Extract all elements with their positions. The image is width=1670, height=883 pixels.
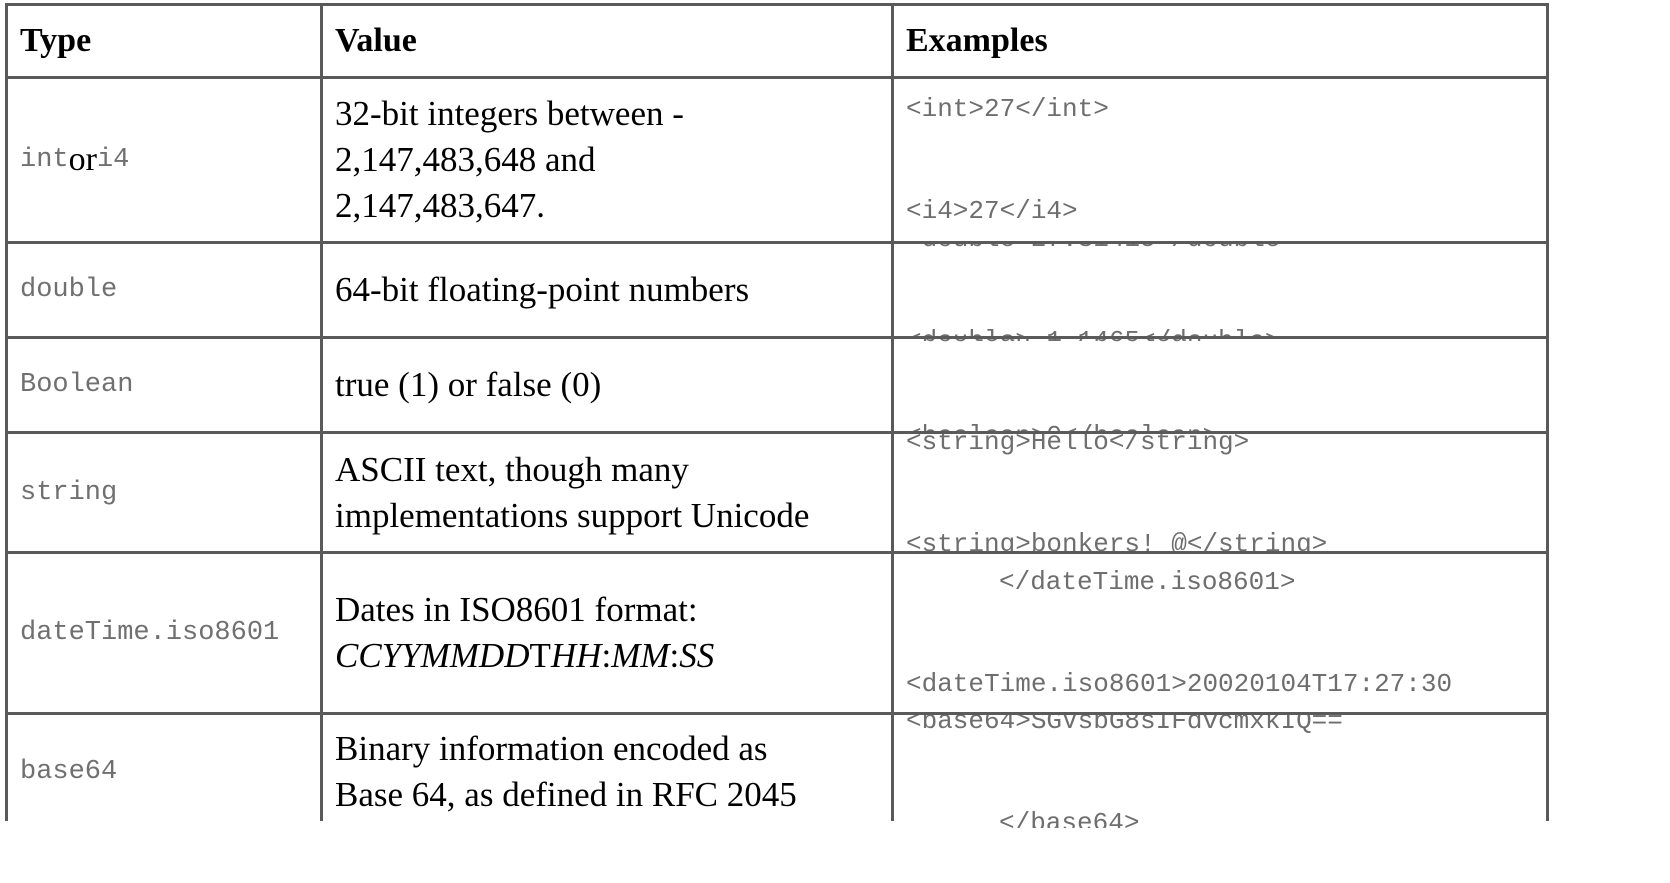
header-examples: Examples xyxy=(894,6,1546,76)
example-line: <double>27.31415</double> xyxy=(906,244,1296,256)
format-hours-part: HH xyxy=(550,636,602,675)
value-line: Binary information encoded as xyxy=(335,728,768,768)
format-t-separator: T xyxy=(529,636,551,675)
example-line: </dateTime.iso8601> xyxy=(999,567,1296,597)
value-line: Dates in ISO8601 format: xyxy=(335,590,698,629)
example-line: <base64>SGVsbG8sIFdvcmxkIQ== xyxy=(906,715,1343,736)
value-line: 2,147,483,648 and xyxy=(335,140,596,179)
value-cell-datetime: Dates in ISO8601 format: CCYYMMDDTHH:MM:… xyxy=(323,554,891,712)
examples-cell-boolean: <boolean>1</boolean> <boolean>0</boolean… xyxy=(894,339,1546,431)
value-format-line: CCYYMMDDTHH:MM:SS xyxy=(335,633,714,679)
type-cell-int: int or i4 xyxy=(8,79,320,241)
example-line: </base64> xyxy=(999,807,1140,829)
value-line: 64-bit floating-point numbers xyxy=(335,270,750,309)
examples-cell-datetime: <dateTime.iso8601>20021125T02:20:04 </da… xyxy=(894,554,1546,712)
example-line: <boolean>1</boolean> xyxy=(906,339,1218,351)
value-line: true (1) or false (0) xyxy=(335,365,602,404)
example-line: <string>Hello</string> xyxy=(906,434,1250,457)
value-cell-string: ASCII text, though many implementations … xyxy=(323,434,891,551)
type-cell-double: double xyxy=(8,244,320,336)
type-name: int xyxy=(20,145,69,175)
example-line: <string>bonkers! @</string> xyxy=(906,528,1328,552)
value-line: ASCII text, though many xyxy=(335,449,689,489)
value-cell-int: 32-bit integers between - 2,147,483,648 … xyxy=(323,79,891,241)
header-type: Type xyxy=(8,6,320,76)
examples-cell-base64: <base64>SGVsbG8sIFdvcmxkIQ== </base64> xyxy=(894,715,1546,828)
examples-cell-string: <string>Hello</string> <string>bonkers! … xyxy=(894,434,1546,551)
value-cell-double: 64-bit floating-point numbers xyxy=(323,244,891,336)
example-line: <i4>27</i4> xyxy=(906,196,1078,226)
value-line: Base 64, as defined in RFC 2045 xyxy=(335,774,797,814)
format-colon: : xyxy=(669,636,680,675)
data-types-table: Type Value Examples int or i4 32-bit int… xyxy=(5,3,1549,828)
format-seconds-part: SS xyxy=(679,636,715,675)
value-line: 32-bit integers between - xyxy=(335,94,684,133)
type-cell-string: string xyxy=(8,434,320,551)
value-cell-boolean: true (1) or false (0) xyxy=(323,339,891,431)
type-cell-datetime: dateTime.iso8601 xyxy=(8,554,320,712)
type-or-text: or xyxy=(68,141,97,178)
example-line: <int>27</int> xyxy=(906,94,1109,124)
type-alt-name: i4 xyxy=(96,145,130,175)
example-line: <dateTime.iso8601>20020104T17:27:30 xyxy=(906,669,1453,699)
example-line: <double>-1.1465</double> xyxy=(906,324,1296,336)
value-line: 2,147,483,647. xyxy=(335,186,545,225)
value-cell-base64: Binary information encoded as Base 64, a… xyxy=(323,715,891,828)
examples-cell-int: <int>27</int> <i4>27</i4> xyxy=(894,79,1546,241)
format-minutes-part: MM xyxy=(611,636,670,675)
value-line: implementations support Unicode xyxy=(335,495,810,535)
format-date-part: CCYYMMDD xyxy=(335,636,530,675)
format-colon: : xyxy=(601,636,612,675)
examples-cell-double: <double>27.31415</double> <double>-1.146… xyxy=(894,244,1546,336)
type-cell-boolean: Boolean xyxy=(8,339,320,431)
example-line: <boolean>0</boolean> xyxy=(906,419,1218,431)
header-value: Value xyxy=(323,6,891,76)
type-cell-base64: base64 xyxy=(8,715,320,828)
